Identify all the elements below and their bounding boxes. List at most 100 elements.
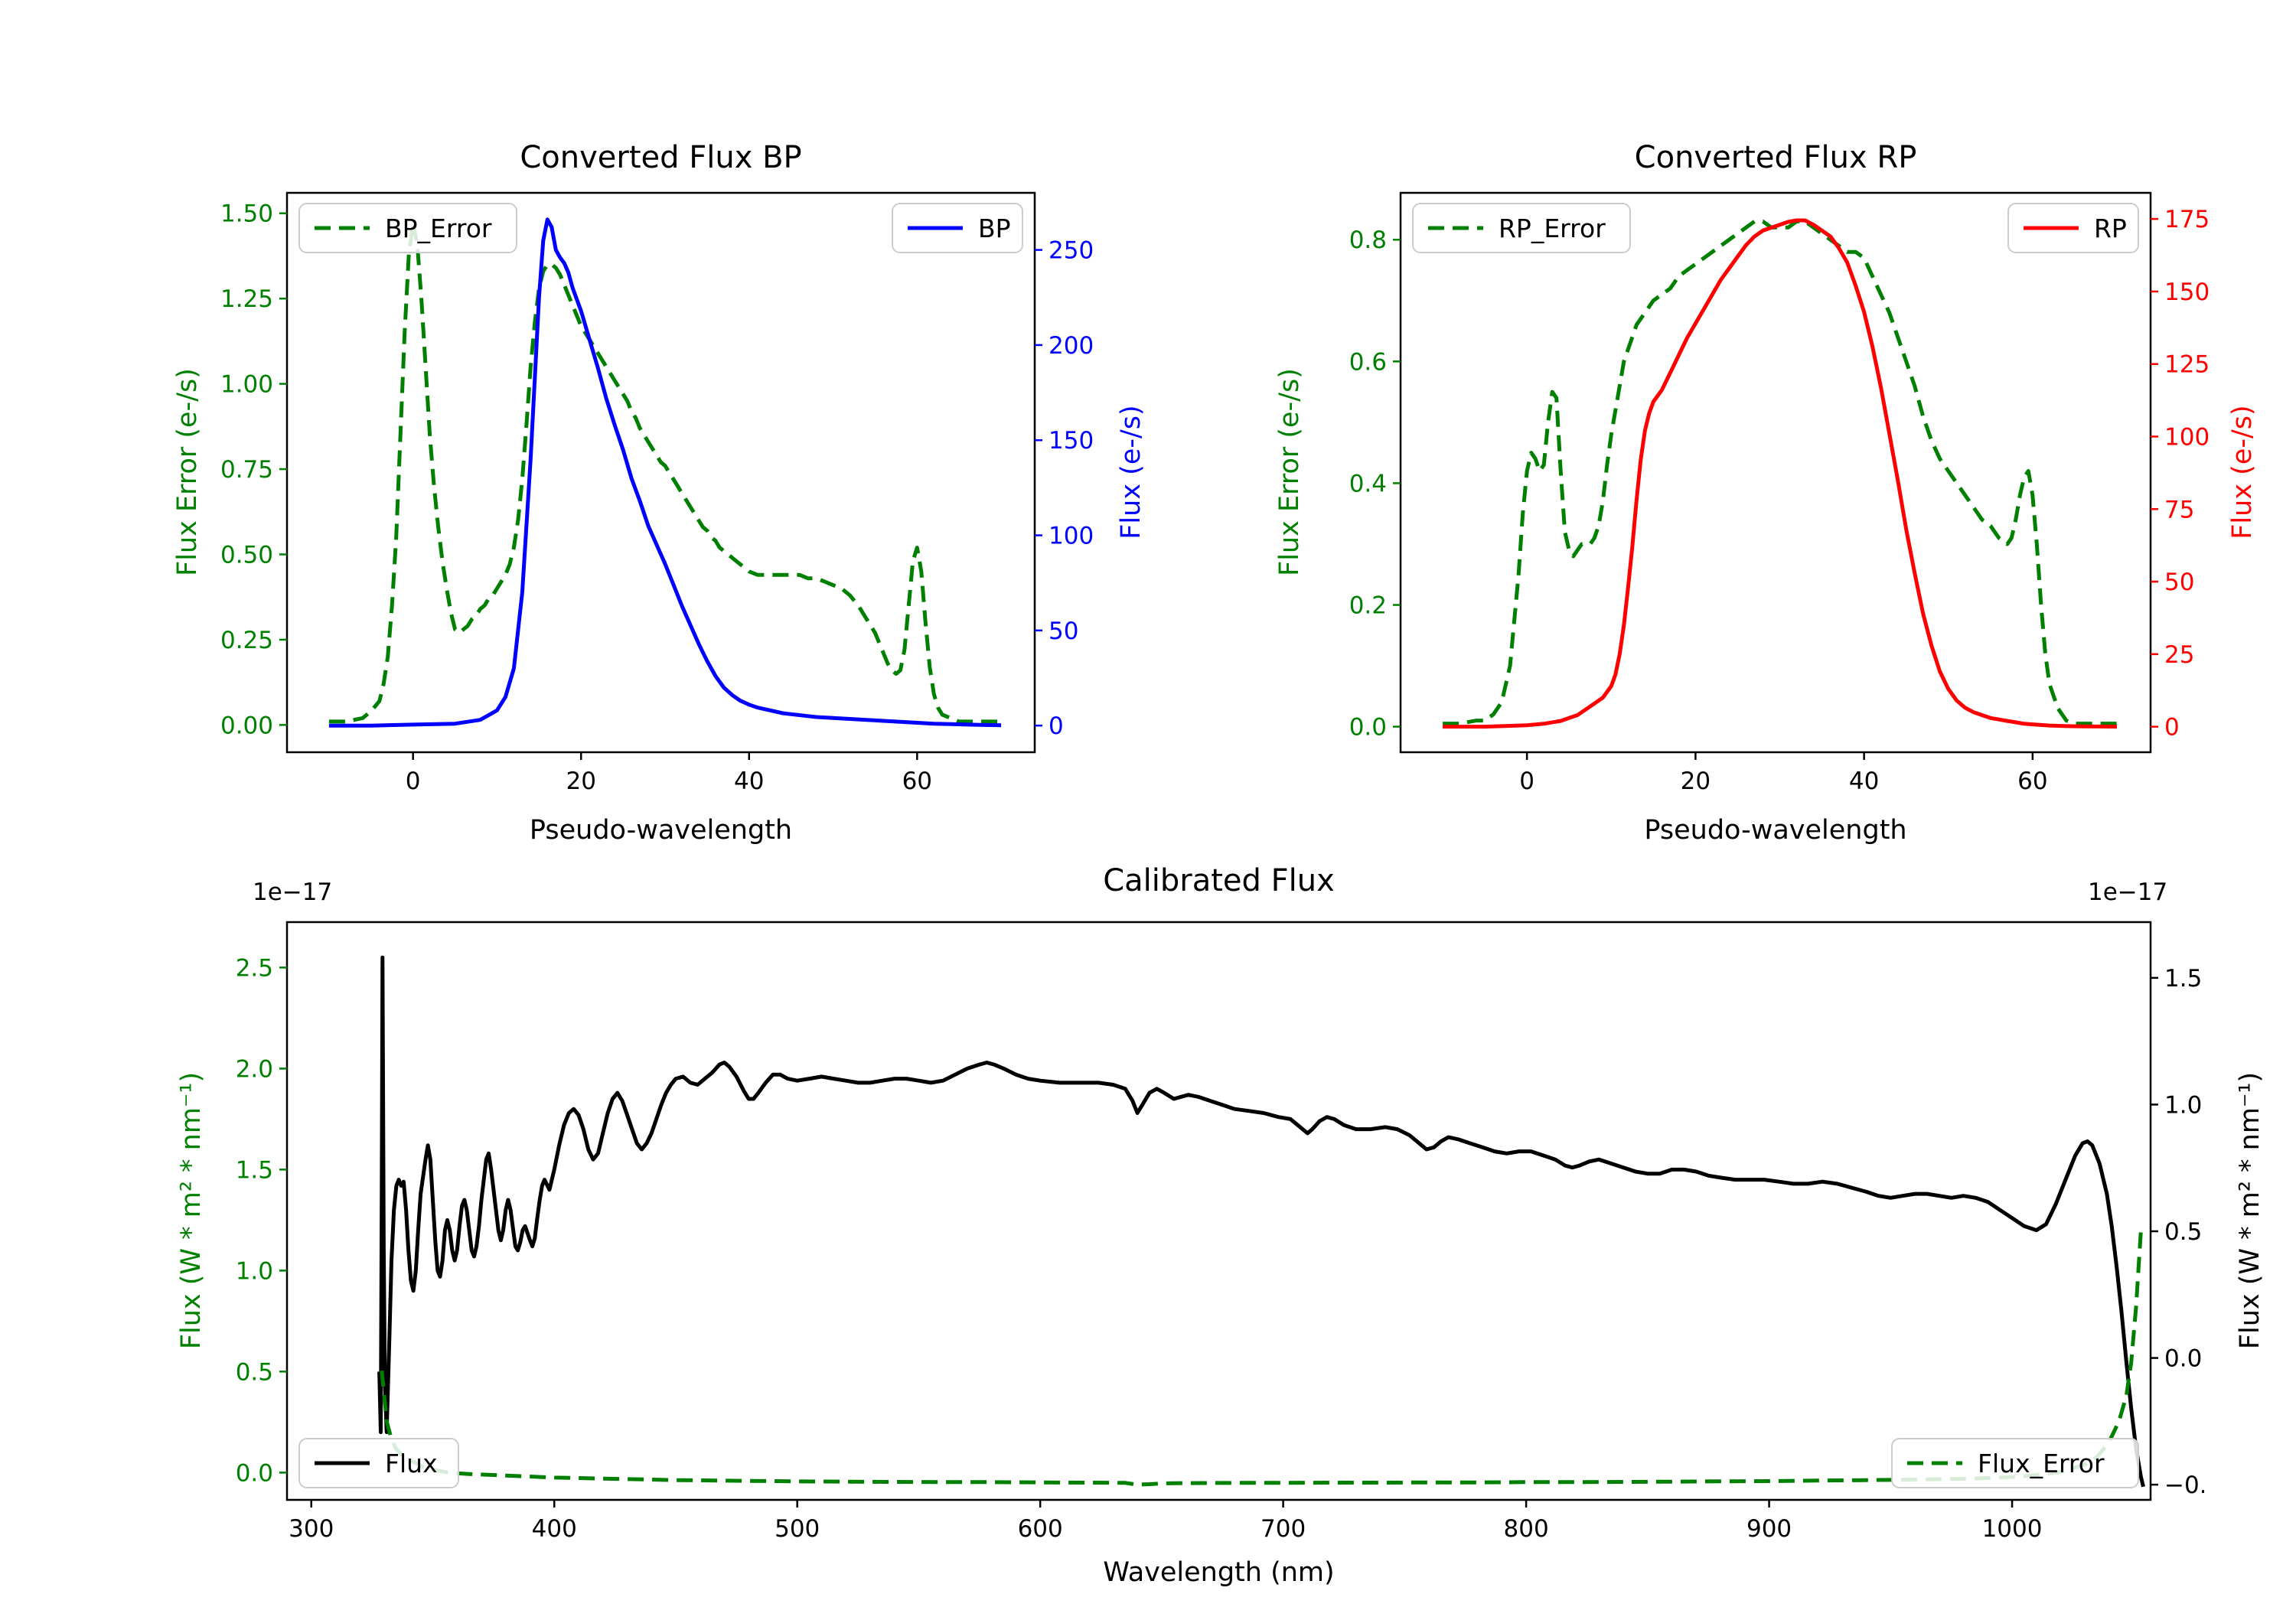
y-tick-label-left: 0.4: [1349, 470, 1387, 497]
y-tick-label-left: 0.0: [1349, 714, 1387, 742]
legend-RP_Error: RP_Error: [1412, 203, 1631, 253]
legend-label: Flux_Error: [1978, 1449, 2105, 1478]
bp-ylabel-right: Flux (e-/s): [1116, 405, 1146, 539]
legend-label: RP_Error: [1499, 214, 1606, 243]
legend-BP_Error: BP_Error: [298, 203, 517, 253]
bp-x-ticks: 0 20 40 60: [406, 752, 932, 795]
x-tick-label: 60: [902, 768, 932, 795]
y-tick-label-left: 1.00: [220, 371, 273, 399]
rp-title: Converted Flux RP: [1634, 140, 1917, 175]
y-tick-label-left: 1.25: [220, 285, 273, 313]
x-tick-label: 900: [1746, 1515, 1792, 1543]
bp-y-ticks-left: 0.00 0.25 0.50 0.75 1.00 1.25 1.50: [220, 200, 287, 739]
calibrated-title: Calibrated Flux: [1103, 863, 1335, 898]
legend-label: RP: [2094, 214, 2127, 243]
y-tick-label-right: 1.5: [2164, 965, 2202, 993]
calibrated-ylabel-right: Flux (W * m² * nm⁻¹): [2235, 1071, 2265, 1350]
y-tick-label-left: 2.5: [236, 954, 273, 982]
rp-ylabel-right: Flux (e-/s): [2227, 405, 2258, 539]
legend-RP: RP: [2007, 203, 2139, 253]
y-tick-label-right: 1.0: [2164, 1091, 2202, 1119]
calibrated-offset-right: 1e−17: [2088, 878, 2168, 906]
y-tick-label-right: 0.5: [2164, 1218, 2202, 1246]
x-tick-label: 500: [775, 1515, 820, 1543]
y-tick-label-right: 250: [1049, 237, 1094, 265]
y-tick-label-left: 1.5: [236, 1156, 273, 1184]
bp-chart-canvas: 0 20 40 60 0.00 0.25 0.50 0.75 1.00 1.25 1.50 0 50 10…: [220, 191, 1094, 795]
series-BP_Error: [328, 221, 1002, 724]
y-tick-label-right: 175: [2164, 206, 2210, 233]
y-tick-label-left: 0.25: [220, 627, 273, 654]
y-tick-label-right: 150: [2164, 279, 2210, 306]
series-Flux_Error: [380, 1231, 2143, 1487]
rp-y-ticks-right: 0 25 50 75 100 125 150 175: [2151, 206, 2210, 742]
x-tick-label: 40: [1849, 768, 1879, 795]
calibrated-chart-canvas: 300 400 500 600 700 800 900 1000 0.0 0.5 1.0 1.5 2.0…: [236, 921, 2204, 1543]
x-tick-label: 1000: [1982, 1515, 2043, 1543]
y-tick-label-left: 0.8: [1349, 227, 1387, 254]
bp-ylabel-left: Flux Error (e-/s): [172, 368, 203, 576]
x-tick-label: 400: [532, 1515, 577, 1543]
cal-y-ticks-right: −0.5 0.0 0.5 1.0 1.5: [2151, 965, 2204, 1499]
x-tick-label: 20: [566, 768, 595, 795]
cal-y-ticks-left: 0.0 0.5 1.0 1.5 2.0 2.5: [236, 954, 287, 1487]
y-tick-label-right: 100: [1049, 523, 1094, 550]
calibrated-offset-left: 1e−17: [253, 878, 333, 906]
y-tick-label-left: 1.50: [220, 200, 273, 228]
x-tick-label: 20: [1681, 768, 1711, 795]
series-Flux: [377, 955, 2145, 1488]
y-tick-label-left: 0.0: [236, 1459, 273, 1487]
y-tick-label-left: 0.75: [220, 456, 273, 484]
bp-series: [328, 217, 1002, 728]
legend-BP: BP: [892, 203, 1023, 253]
legend-label: BP: [978, 214, 1011, 243]
bp-xlabel: Pseudo-wavelength: [529, 815, 793, 846]
y-tick-label-right: 75: [2164, 496, 2194, 523]
y-tick-label-left: 0.6: [1349, 348, 1387, 376]
calibrated-xlabel: Wavelength (nm): [1103, 1557, 1335, 1588]
y-tick-label-left: 2.0: [236, 1055, 273, 1083]
rp-panel: 0 20 40 60 0.0 0.2 0.4 0.6 0.8 0 25 50 75 100 125 150 17…: [1247, 77, 2273, 849]
y-tick-label-right: 100: [2164, 423, 2210, 451]
legend-label: BP_Error: [385, 214, 492, 243]
calibrated-panel: 300 400 500 600 700 800 900 1000 0.0 0.5 1.0 1.5 2.0…: [138, 834, 2265, 1607]
rp-ylabel-left: Flux Error (e-/s): [1274, 368, 1305, 576]
y-tick-label-right: −0.5: [2164, 1472, 2204, 1499]
cal-axes-frame: [285, 921, 2152, 1501]
rp-y-ticks-left: 0.0 0.2 0.4 0.6 0.8: [1349, 227, 1401, 742]
rp-x-ticks: 0 20 40 60: [1519, 752, 2048, 795]
y-tick-label-right: 0: [2164, 714, 2180, 742]
y-tick-label-right: 0.0: [2164, 1345, 2202, 1373]
bp-y-ticks-right: 0 50 100 150 200 250: [1035, 237, 1094, 740]
rp-xlabel: Pseudo-wavelength: [1644, 815, 1907, 846]
y-tick-label-right: 0: [1049, 712, 1064, 740]
y-tick-label-right: 25: [2164, 641, 2194, 669]
x-tick-label: 600: [1018, 1515, 1063, 1543]
legend-label: Flux: [385, 1449, 438, 1478]
legend-Flux_Error: Flux_Error: [1891, 1438, 2139, 1488]
x-tick-label: 0: [406, 768, 421, 795]
rp-chart-canvas: 0 20 40 60 0.0 0.2 0.4 0.6 0.8 0 25 50 75 100 125 150 17…: [1349, 191, 2210, 795]
y-tick-label-right: 150: [1049, 427, 1094, 455]
x-tick-label: 700: [1261, 1515, 1306, 1543]
y-tick-label-left: 0.5: [236, 1358, 273, 1386]
bp-axes-frame: [285, 191, 1036, 754]
y-tick-label-right: 50: [2164, 569, 2194, 596]
y-tick-label-left: 0.50: [220, 541, 273, 569]
rp-series: [1443, 218, 2118, 729]
x-tick-label: 800: [1504, 1515, 1549, 1543]
y-tick-label-right: 200: [1049, 332, 1094, 360]
y-tick-label-left: 0.2: [1349, 592, 1387, 620]
legend-Flux: Flux: [298, 1438, 459, 1488]
x-tick-label: 60: [2017, 768, 2047, 795]
y-tick-label-left: 1.0: [236, 1257, 273, 1285]
series-RP_Error: [1443, 219, 2117, 726]
calibrated-ylabel-left: Flux (W * m² * nm⁻¹): [176, 1071, 207, 1350]
rp-axes-frame: [1399, 191, 2152, 754]
y-tick-label-right: 125: [2164, 351, 2210, 379]
bp-panel: 0 20 40 60 0.00 0.25 0.50 0.75 1.00 1.25 1.50 0 50 10…: [138, 77, 1163, 849]
x-tick-label: 40: [734, 768, 764, 795]
x-tick-label: 300: [289, 1515, 334, 1543]
series-RP: [1443, 218, 2118, 729]
cal-series: [377, 955, 2145, 1488]
